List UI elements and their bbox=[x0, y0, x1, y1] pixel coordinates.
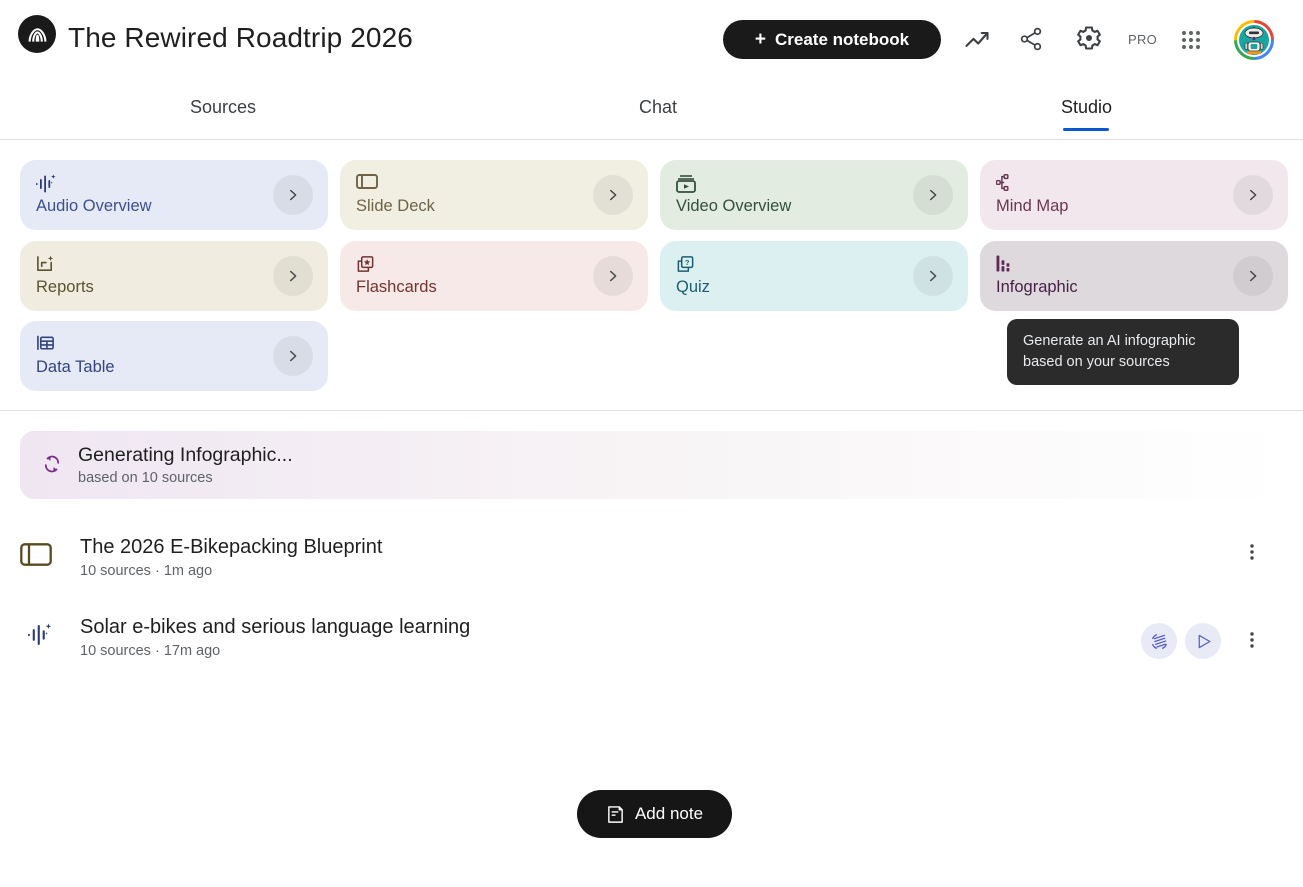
svg-text:?: ? bbox=[685, 258, 689, 267]
